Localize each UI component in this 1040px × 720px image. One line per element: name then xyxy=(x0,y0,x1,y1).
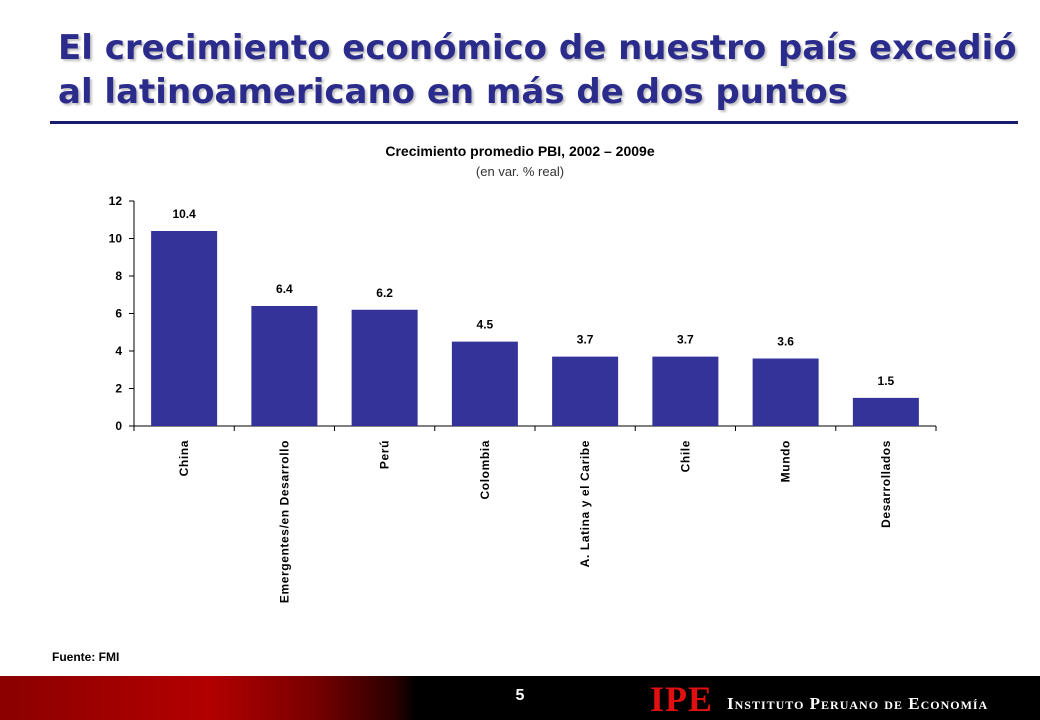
chart-subtitle: (en var. % real) xyxy=(476,164,564,179)
data-label: 1.5 xyxy=(878,374,895,388)
footer-bar xyxy=(0,676,1040,720)
y-tick-label: 0 xyxy=(115,419,122,433)
y-tick-label: 4 xyxy=(115,344,122,358)
x-tick-label: Chile xyxy=(678,440,692,472)
title-divider xyxy=(50,121,1018,124)
bar xyxy=(451,341,518,426)
data-label: 3.7 xyxy=(677,333,694,347)
x-tick-label: A. Latina y el Caribe xyxy=(578,440,592,567)
slide-title: El crecimiento económico de nuestro país… xyxy=(58,28,1017,112)
data-label: 3.6 xyxy=(777,335,794,349)
bar-chart: Crecimiento promedio PBI, 2002 – 2009e (… xyxy=(109,143,937,603)
y-tick-label: 10 xyxy=(109,232,123,246)
bar xyxy=(251,306,318,426)
bar xyxy=(652,356,719,426)
x-tick-label: Emergentes/en Desarrollo xyxy=(277,440,291,603)
bar xyxy=(752,358,819,426)
data-label: 4.5 xyxy=(477,318,494,332)
data-label: 10.4 xyxy=(172,207,196,221)
data-label: 3.7 xyxy=(577,333,594,347)
plot-area: 0 2 4 6 8 10 12 10.4 China 6.4 Emergentes/en Desar… xyxy=(109,194,937,603)
chart-title: Crecimiento promedio PBI, 2002 – 2009e xyxy=(385,143,654,159)
ipe-logo-mark: IPE xyxy=(650,679,714,719)
y-tick-label: 12 xyxy=(109,194,123,208)
bar xyxy=(351,309,418,426)
ipe-logo-text: Instituto Peruano de Economía xyxy=(727,694,989,713)
y-tick-label: 6 xyxy=(115,307,122,321)
x-tick-label: Desarrollados xyxy=(879,440,893,528)
data-label: 6.4 xyxy=(276,282,293,296)
y-tick-label: 2 xyxy=(115,382,122,396)
x-tick-label: Colombia xyxy=(478,440,492,499)
bar xyxy=(151,231,218,426)
source-note: Fuente: FMI xyxy=(52,650,120,664)
page-number: 5 xyxy=(515,687,525,704)
x-tick-label: China xyxy=(177,440,191,476)
y-tick-label: 8 xyxy=(115,269,122,283)
x-tick-label: Mundo xyxy=(779,440,793,482)
bar xyxy=(852,397,919,426)
x-tick-label: Perú xyxy=(378,440,392,469)
data-label: 6.2 xyxy=(376,286,393,300)
bar xyxy=(552,356,619,426)
